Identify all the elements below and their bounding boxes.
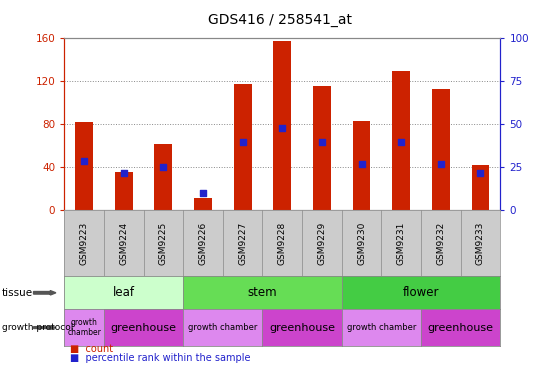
Text: growth protocol: growth protocol bbox=[2, 323, 73, 332]
Point bbox=[119, 170, 128, 176]
Point bbox=[238, 139, 247, 145]
Text: greenhouse: greenhouse bbox=[428, 322, 494, 333]
Text: growth chamber: growth chamber bbox=[188, 323, 258, 332]
Point bbox=[79, 158, 88, 164]
Text: GSM9232: GSM9232 bbox=[437, 222, 446, 265]
Text: GSM9227: GSM9227 bbox=[238, 222, 247, 265]
Bar bbox=[234, 83, 252, 210]
Text: greenhouse: greenhouse bbox=[111, 322, 177, 333]
Bar bbox=[392, 71, 410, 210]
Bar bbox=[75, 122, 93, 210]
Text: flower: flower bbox=[403, 286, 439, 299]
Text: GDS416 / 258541_at: GDS416 / 258541_at bbox=[207, 13, 352, 27]
Point bbox=[476, 170, 485, 176]
Text: GSM9229: GSM9229 bbox=[318, 222, 326, 265]
Point bbox=[278, 125, 287, 131]
Bar bbox=[273, 41, 291, 210]
Text: GSM9225: GSM9225 bbox=[159, 222, 168, 265]
Point bbox=[198, 190, 207, 196]
Text: GSM9233: GSM9233 bbox=[476, 222, 485, 265]
Text: GSM9223: GSM9223 bbox=[79, 222, 89, 265]
Bar bbox=[472, 165, 490, 210]
Point bbox=[437, 161, 446, 167]
Bar bbox=[115, 172, 132, 210]
Bar bbox=[313, 86, 331, 210]
Text: GSM9224: GSM9224 bbox=[119, 222, 128, 265]
Point bbox=[397, 139, 406, 145]
Bar bbox=[154, 144, 172, 210]
Bar bbox=[432, 89, 450, 210]
Text: ■  count: ■ count bbox=[70, 344, 113, 354]
Text: GSM9228: GSM9228 bbox=[278, 222, 287, 265]
Text: GSM9226: GSM9226 bbox=[198, 222, 207, 265]
Point bbox=[318, 139, 326, 145]
Point bbox=[159, 165, 168, 171]
Text: ■  percentile rank within the sample: ■ percentile rank within the sample bbox=[70, 353, 250, 363]
Text: leaf: leaf bbox=[113, 286, 135, 299]
Text: GSM9231: GSM9231 bbox=[397, 222, 406, 265]
Bar bbox=[194, 198, 212, 210]
Text: growth
chamber: growth chamber bbox=[67, 318, 101, 337]
Text: tissue: tissue bbox=[2, 288, 33, 298]
Text: greenhouse: greenhouse bbox=[269, 322, 335, 333]
Text: growth chamber: growth chamber bbox=[347, 323, 416, 332]
Text: GSM9230: GSM9230 bbox=[357, 222, 366, 265]
Text: stem: stem bbox=[248, 286, 277, 299]
Point bbox=[357, 161, 366, 167]
Bar bbox=[353, 121, 371, 210]
